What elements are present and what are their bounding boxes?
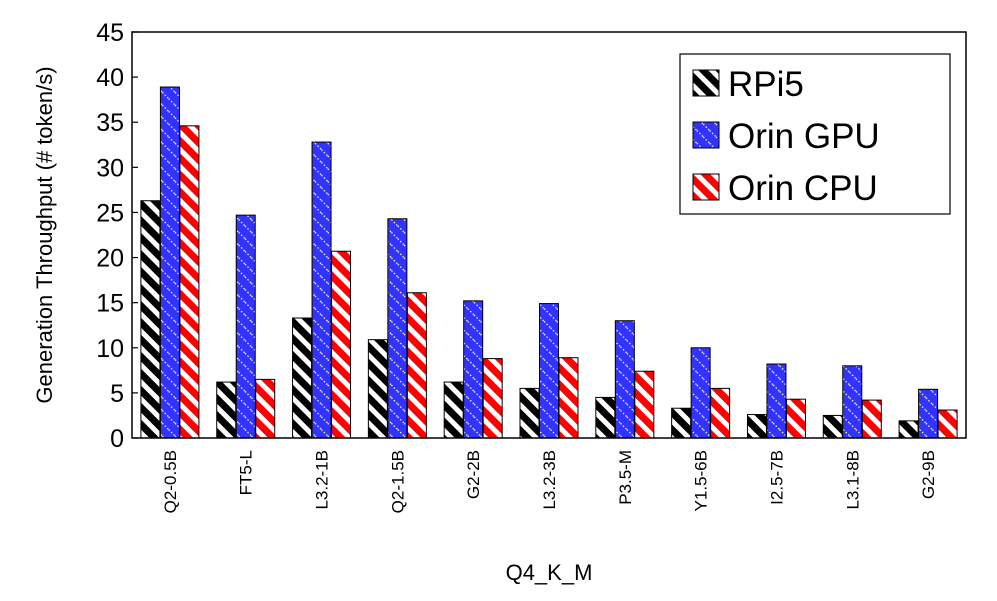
bar-orin-gpu: [387, 218, 408, 439]
bar-orin-cpu: [179, 125, 200, 439]
bar-orin-cpu: [710, 387, 731, 439]
x-axis-title: Q4_K_M: [506, 560, 593, 585]
bar-rpi5: [216, 381, 237, 439]
x-tick-label: Y1.5-6B: [692, 450, 711, 511]
x-tick-label: I2.5-7B: [767, 450, 786, 505]
bar-orin-cpu: [482, 358, 503, 439]
bar-orin-gpu: [539, 303, 559, 439]
x-tick-label: FT5-L: [237, 450, 256, 495]
bars-group: [140, 86, 958, 439]
y-tick-label: 15: [96, 290, 124, 318]
x-tick-label: Q2-0.5B: [161, 450, 180, 513]
bar-rpi5: [671, 407, 692, 439]
bar-orin-cpu: [331, 250, 352, 439]
bar-rpi5: [898, 420, 919, 439]
bar-orin-cpu: [558, 357, 579, 439]
plot-frame: [131, 31, 967, 439]
legend-swatch-rpi5: [692, 69, 720, 97]
bar-orin-cpu: [861, 399, 882, 439]
x-axis-ticks: Q2-0.5B FT5-L L3.2-1B Q2-1.5B G2-2B L3.2-3B P3…: [161, 450, 938, 513]
bar-orin-gpu: [614, 320, 635, 439]
bar-orin-gpu: [463, 300, 484, 439]
bar-rpi5: [519, 387, 540, 439]
bar-orin-gpu: [842, 365, 863, 439]
legend-label-rpi5: RPi5: [728, 65, 804, 104]
x-tick-label: L3.2-1B: [313, 450, 332, 510]
y-tick-label: 30: [96, 154, 124, 182]
x-tick-label: Q2-1.5B: [388, 450, 407, 513]
y-axis-title: Generation Throughput (# token/s): [32, 66, 57, 403]
bar-rpi5: [443, 381, 464, 439]
bar-rpi5: [292, 317, 313, 439]
y-tick-label: 25: [96, 199, 124, 227]
bar-rpi5: [595, 396, 616, 439]
x-tick-label: L3.1-8B: [843, 450, 862, 510]
x-tick-label: G2-9B: [919, 450, 938, 499]
bar-orin-gpu: [159, 86, 180, 439]
bar-orin-gpu: [311, 141, 332, 439]
legend-label-orin-cpu: Orin CPU: [728, 169, 878, 208]
y-tick-label: 35: [96, 109, 124, 137]
y-tick-label: 20: [96, 245, 124, 273]
bar-orin-cpu: [785, 398, 806, 439]
bar-rpi5: [746, 414, 767, 439]
x-tick-label: G2-2B: [464, 450, 483, 499]
y-tick-label: 40: [96, 64, 124, 92]
legend: RPi5 Orin GPU Orin CPU: [679, 53, 951, 215]
bar-orin-cpu: [634, 370, 655, 439]
bar-orin-cpu: [937, 409, 958, 439]
bar-orin-gpu: [766, 363, 787, 439]
bar-orin-cpu: [255, 378, 276, 439]
y-tick-label: 5: [110, 380, 124, 408]
x-tick-label: P3.5-M: [616, 450, 635, 505]
x-tick-label: L3.2-3B: [540, 450, 559, 510]
y-axis-ticks: 0 5 10 15 20 25 30 35 40 45: [96, 19, 138, 453]
legend-box: [679, 53, 951, 215]
bar-rpi5: [367, 339, 388, 439]
y-tick-label: 10: [96, 335, 124, 363]
bar-orin-cpu: [406, 292, 427, 439]
y-tick-label: 0: [110, 425, 124, 453]
bar-orin-gpu: [235, 214, 256, 439]
legend-label-orin-gpu: Orin GPU: [728, 117, 880, 156]
bar-rpi5: [822, 414, 843, 439]
legend-swatch-orin-gpu: [692, 121, 720, 149]
bar-rpi5: [140, 200, 161, 439]
legend-swatch-orin-cpu: [692, 173, 720, 201]
y-tick-label: 45: [96, 19, 124, 47]
bar-orin-gpu: [690, 347, 711, 439]
bar-orin-gpu: [918, 388, 939, 439]
